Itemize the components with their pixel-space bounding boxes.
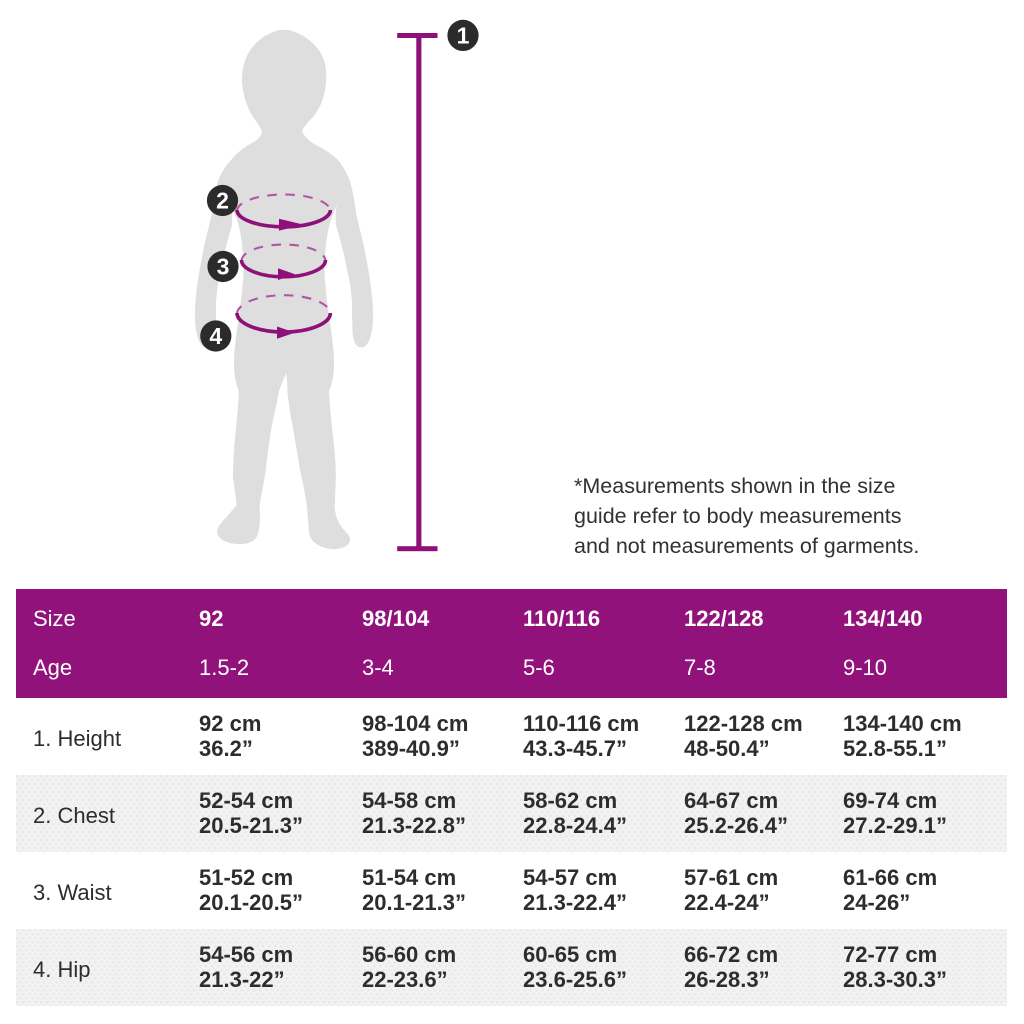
svg-text:4: 4 xyxy=(209,323,222,349)
svg-text:3: 3 xyxy=(217,254,230,280)
svg-text:2: 2 xyxy=(216,188,229,214)
svg-text:1: 1 xyxy=(457,23,470,49)
